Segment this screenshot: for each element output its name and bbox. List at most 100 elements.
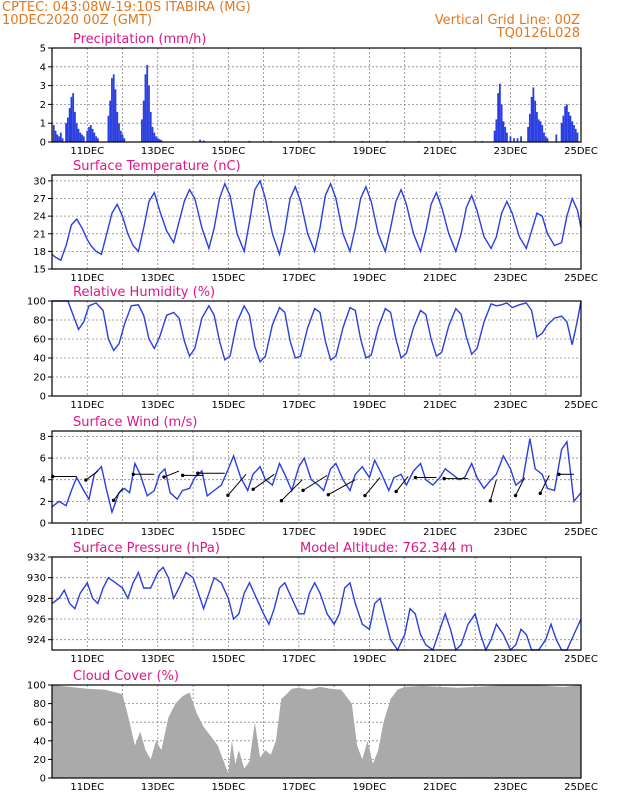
precip-bar — [156, 138, 159, 142]
series-line — [51, 438, 582, 515]
x-tick-label: 21DEC — [423, 654, 457, 665]
y-tick-label: 21 — [33, 229, 46, 240]
precip-bar — [500, 104, 503, 142]
wind-arrow-head — [326, 493, 330, 497]
precip-bar — [199, 139, 202, 142]
precip-bar — [158, 139, 161, 142]
precip-bar — [82, 136, 85, 142]
wind-arrow-head — [162, 475, 166, 479]
x-tick-label: 13DEC — [141, 400, 175, 411]
precip-bar — [68, 108, 71, 142]
precip-bar — [96, 138, 99, 142]
precip-bar — [151, 126, 154, 142]
precip-bar — [116, 111, 119, 142]
x-tick-label: 15DEC — [211, 273, 245, 284]
y-tick-label: 24 — [33, 212, 46, 223]
precip-bar — [141, 119, 143, 142]
wind-arrow-head — [301, 488, 305, 493]
precip-bar — [569, 115, 572, 142]
header-grid-note: Vertical Grid Line: 00Z — [435, 13, 580, 28]
panel-1: 0 1 2 3 4 5 11DEC 13DEC 15DEC 17DEC 19DEC 21DEC 23DE… — [40, 32, 598, 157]
precip-bar — [119, 130, 122, 142]
wind-arrow-head — [50, 474, 55, 479]
wind-arrow-shaft — [113, 488, 123, 501]
panel-frame — [51, 47, 582, 143]
precip-bar — [539, 121, 542, 142]
precip-bar — [59, 132, 62, 142]
panel-title: Surface Wind (m/s) — [73, 415, 197, 430]
x-tick-label: 13DEC — [141, 273, 175, 284]
y-tick-label: 40 — [33, 354, 46, 365]
y-tick-label: 2 — [40, 100, 46, 111]
wind-arrow-shaft — [163, 470, 180, 478]
wind-arrow-shaft — [364, 477, 381, 496]
precip-bar — [520, 136, 522, 142]
y-tick-label: 100 — [27, 681, 46, 692]
y-tick-label: 60 — [33, 718, 46, 729]
panel-6: 0 20 40 60 80 100 11DEC 13DEC 15DEC 17DEC 19DEC 21D… — [27, 669, 598, 793]
precip-bar — [111, 78, 113, 142]
x-tick-label: 19DEC — [353, 273, 387, 284]
wind-arrow-head — [226, 493, 230, 497]
wind-arrow-shaft — [395, 476, 409, 492]
y-tick-label: 80 — [33, 699, 46, 710]
wind-arrow-head — [538, 491, 542, 496]
y-tick-label: 930 — [27, 573, 46, 584]
y-tick-label: 8 — [40, 432, 46, 443]
series-line — [52, 300, 582, 364]
precip-bar — [498, 83, 501, 142]
x-tick-label: 13DEC — [141, 782, 175, 793]
y-tick-label: 4 — [40, 475, 46, 486]
precip-bar — [153, 132, 156, 142]
model-altitude-label: Model Altitude: 762.344 m — [300, 541, 473, 556]
x-tick-label: 17DEC — [282, 273, 316, 284]
x-tick-label: 21DEC — [423, 782, 457, 793]
precip-bar — [160, 140, 163, 142]
x-tick-label: 23DEC — [494, 654, 528, 665]
y-tick-label: 928 — [27, 594, 46, 605]
precip-bar — [527, 126, 529, 142]
x-tick-label: 11DEC — [70, 400, 104, 411]
y-tick-label: 40 — [33, 736, 46, 747]
wind-arrow-head — [111, 498, 116, 503]
precip-bar — [504, 126, 507, 142]
precip-bar — [79, 132, 82, 142]
precip-bar — [509, 136, 512, 142]
precip-bar — [88, 126, 90, 142]
wind-arrow-head — [413, 475, 418, 480]
precip-bar — [565, 104, 568, 142]
x-tick-label: 19DEC — [353, 782, 387, 793]
cloud-cover-area — [52, 685, 581, 778]
x-tick-label: 17DEC — [282, 400, 316, 411]
wind-arrow-shaft — [85, 470, 99, 481]
precip-bar — [537, 119, 540, 142]
x-tick-label: 15DEC — [211, 400, 245, 411]
x-tick-label: 23DEC — [494, 527, 528, 538]
panel-2: 15 18 21 24 27 30 11DEC 13DEC 15DEC 17DEC 19DEC 21D… — [33, 159, 598, 284]
precip-bar — [532, 87, 535, 142]
precip-bar — [109, 100, 112, 142]
x-tick-label: 17DEC — [282, 527, 316, 538]
x-tick-label: 21DEC — [423, 527, 457, 538]
wind-arrow-head — [442, 476, 446, 481]
panel-4: 0 2 4 6 8 11DEC 13DEC 15DEC 17DEC 19DEC 21DEC 23DEC… — [40, 415, 598, 538]
precip-bar — [146, 64, 149, 142]
precip-bar — [112, 74, 115, 142]
precip-bar — [75, 123, 78, 142]
precip-bar — [93, 132, 96, 142]
x-tick-label: 25DEC — [564, 527, 598, 538]
precip-bar — [528, 113, 531, 142]
precip-bar — [86, 130, 89, 142]
y-tick-label: 6 — [40, 454, 46, 465]
x-tick-label: 11DEC — [70, 273, 104, 284]
precip-bar — [516, 138, 519, 142]
y-tick-label: 80 — [33, 316, 46, 327]
precip-bar — [534, 100, 537, 142]
y-tick-label: 15 — [33, 265, 46, 276]
precip-bar — [573, 125, 575, 142]
wind-arrows — [50, 470, 574, 503]
wind-arrow-head — [180, 473, 185, 478]
precip-bar — [536, 111, 538, 142]
x-tick-label: 23DEC — [494, 146, 528, 157]
header-location: CPTEC: 043:08W-19:10S ITABIRA (MG) — [2, 0, 251, 15]
